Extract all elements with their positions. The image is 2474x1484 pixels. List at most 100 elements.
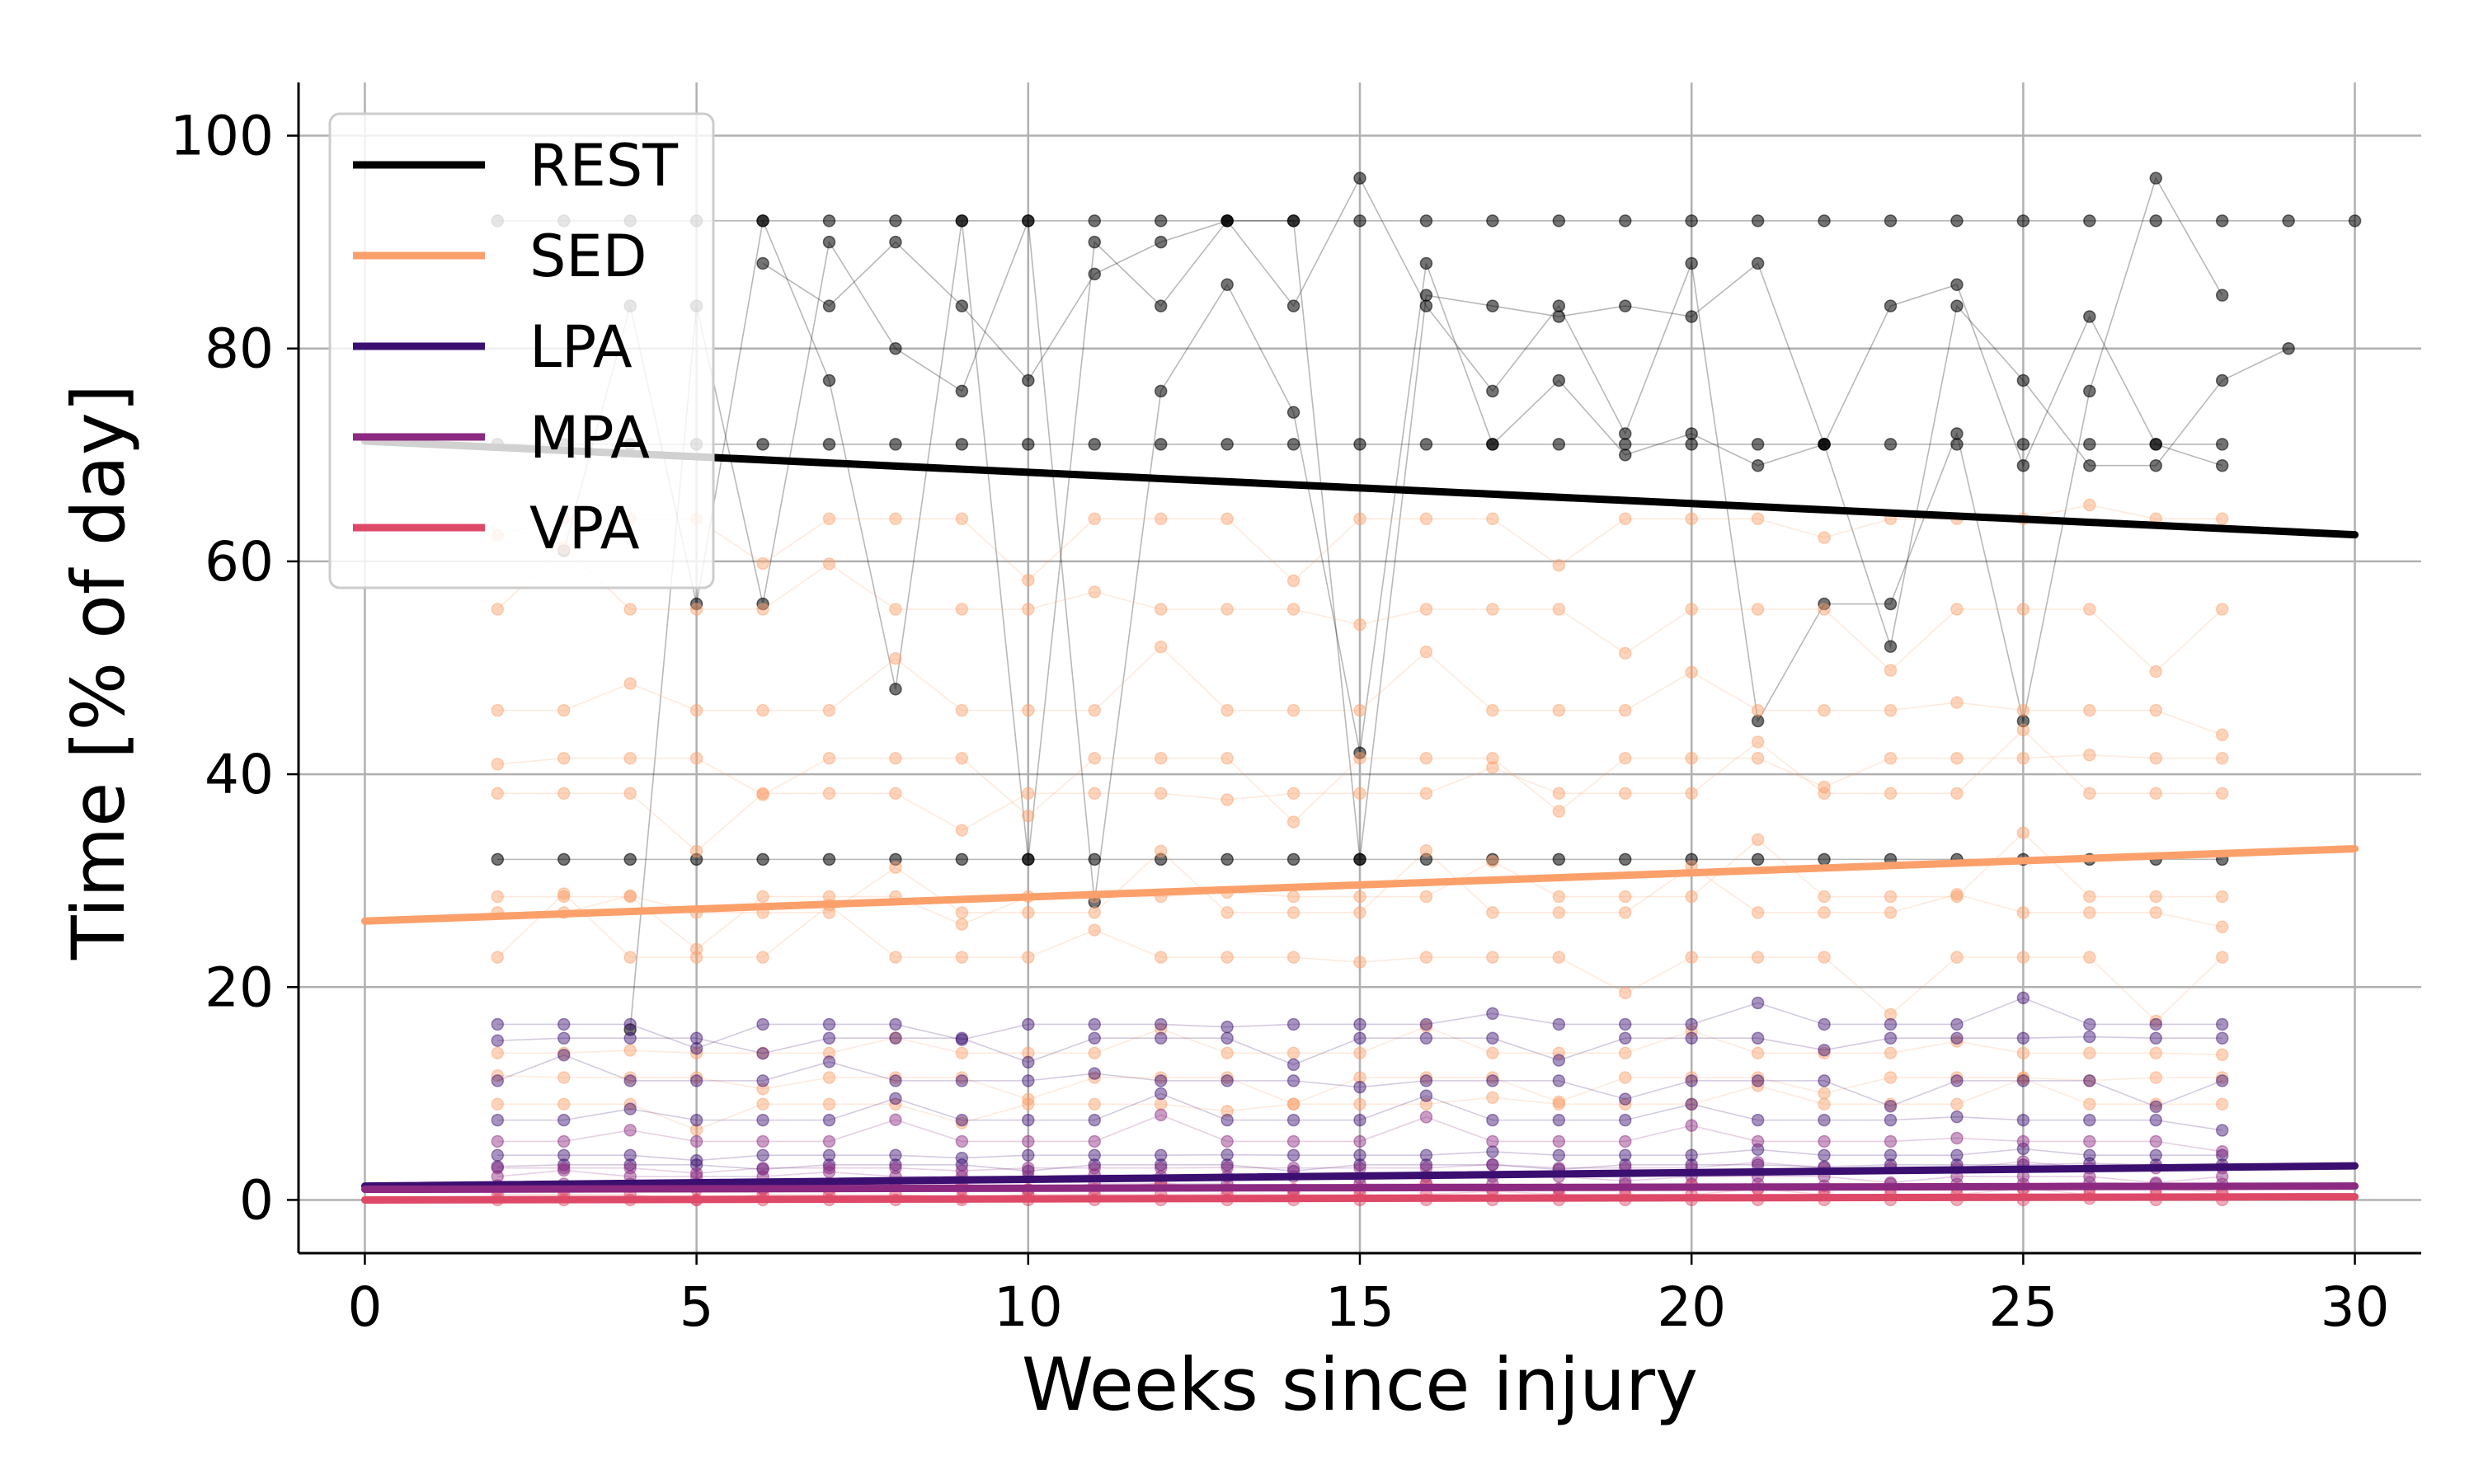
lpa-participant-point [623, 1148, 637, 1162]
lpa-participant-point [1619, 1113, 1632, 1127]
lpa-participant-point [1088, 1031, 1101, 1045]
sed-participant-point [2016, 703, 2030, 717]
sed-participant-point [491, 703, 505, 717]
lpa-participant-point [2016, 1142, 2030, 1156]
lpa-participant-point [1685, 1031, 1698, 1045]
lpa-participant-point [1619, 1148, 1632, 1162]
sed-participant-point [1685, 603, 1698, 616]
sed-participant-point [2149, 703, 2162, 717]
sed-participant-point [491, 603, 505, 616]
lpa-participant-point [2083, 1113, 2096, 1127]
rest-participant-point [2149, 214, 2162, 228]
sed-participant-line [497, 504, 2222, 582]
rest-participant-point [1884, 597, 1898, 611]
lpa-participant-point [1419, 1031, 1433, 1045]
sed-participant-point [2016, 603, 2030, 616]
sed-participant-point [1685, 1071, 1698, 1084]
lpa-participant-point [955, 1158, 969, 1172]
lpa-participant-point [1286, 1113, 1300, 1127]
sed-participant-point [1022, 906, 1035, 919]
lpa-participant-point [689, 1113, 703, 1127]
sed-participant-point [1286, 890, 1300, 904]
sed-participant-point [1022, 1092, 1035, 1106]
lpa-participant-line [497, 1054, 2222, 1108]
lpa-participant-point [822, 1055, 836, 1068]
sed-participant-point [1552, 1097, 1566, 1111]
lpa-participant-point [1286, 1148, 1300, 1162]
rest-participant-point [623, 852, 637, 866]
sed-participant-point [1884, 751, 1898, 765]
rest-participant-line [562, 176, 2223, 860]
sed-participant-point [1286, 1097, 1300, 1111]
sed-participant-point [623, 603, 637, 616]
sed-participant-point [1884, 1097, 1898, 1111]
sed-participant-point [1751, 833, 1765, 847]
legend-label: MPA [529, 404, 650, 472]
sed-participant-point [1154, 951, 1168, 964]
sed-participant-point [1818, 1097, 1831, 1111]
sed-participant-point [1419, 751, 1433, 765]
lpa-participant-point [955, 1033, 969, 1046]
sed-participant-point [2149, 751, 2162, 765]
lpa-participant-point [822, 1031, 836, 1045]
sed-participant-point [1950, 890, 1964, 904]
rest-participant-point [1022, 438, 1035, 451]
lpa-participant-point [557, 1048, 571, 1062]
lpa-participant-point [1950, 1148, 1964, 1162]
sed-participant-series [491, 640, 2229, 742]
sed-participant-point [623, 889, 637, 903]
sed-participant-point [1884, 664, 1898, 677]
sed-participant-point [689, 951, 703, 964]
sed-participant-line [497, 832, 2222, 951]
sed-participant-point [689, 703, 703, 717]
rest-participant-series [756, 214, 2229, 866]
rest-participant-point [2083, 214, 2096, 228]
rest-participant-point [1088, 214, 1101, 228]
sed-participant-point [1286, 574, 1300, 588]
sed-participant-point [889, 1071, 902, 1084]
y-tick-label: 20 [205, 956, 274, 1019]
lpa-participant-point [955, 1113, 969, 1127]
rest-participant-point [2282, 341, 2295, 355]
sed-participant-point [623, 1071, 637, 1084]
sed-participant-point [1154, 1071, 1168, 1084]
lpa-participant-point [1353, 1080, 1366, 1094]
lpa-participant-point [1022, 1074, 1035, 1087]
lpa-participant-point [1154, 1017, 1168, 1031]
rest-participant-point [2083, 458, 2096, 472]
rest-participant-point [889, 683, 902, 696]
sed-participant-point [491, 787, 505, 801]
rest-participant-point [1486, 852, 1499, 866]
lpa-participant-series [491, 1142, 2229, 1167]
lpa-participant-point [1486, 1074, 1499, 1087]
x-tick-label: 25 [1988, 1275, 2058, 1339]
lpa-participant-point [1818, 1148, 1831, 1162]
lpa-participant-point [1751, 996, 1765, 1010]
sed-participant-point [1751, 906, 1765, 919]
lpa-participant-point [756, 1113, 769, 1127]
rest-participant-point [2282, 214, 2295, 228]
rest-participant-point [623, 1023, 637, 1036]
sed-participant-point [2215, 1071, 2229, 1084]
lpa-participant-point [1221, 1031, 1234, 1045]
sed-participant-point [1486, 751, 1499, 765]
lpa-participant-point [1022, 1113, 1035, 1127]
lpa-participant-point [1751, 1031, 1765, 1045]
lpa-participant-point [491, 1074, 505, 1087]
y-tick-label: 80 [205, 317, 274, 381]
mpa-participant-point [623, 1124, 637, 1137]
lpa-participant-point [1353, 1113, 1366, 1127]
sed-participant-point [1419, 951, 1433, 964]
sed-participant-point [557, 1046, 571, 1060]
sed-participant-point [689, 1046, 703, 1060]
sed-participant-point [756, 703, 769, 717]
lpa-participant-point [1950, 1110, 1964, 1124]
sed-participant-point [1088, 1071, 1101, 1084]
mpa-participant-point [2215, 1170, 2229, 1183]
sed-participant-point [889, 951, 902, 964]
rest-participant-point [822, 214, 836, 228]
sed-participant-point [689, 1123, 703, 1137]
rest-participant-point [1486, 384, 1499, 398]
sed-participant-point [1154, 1097, 1168, 1111]
